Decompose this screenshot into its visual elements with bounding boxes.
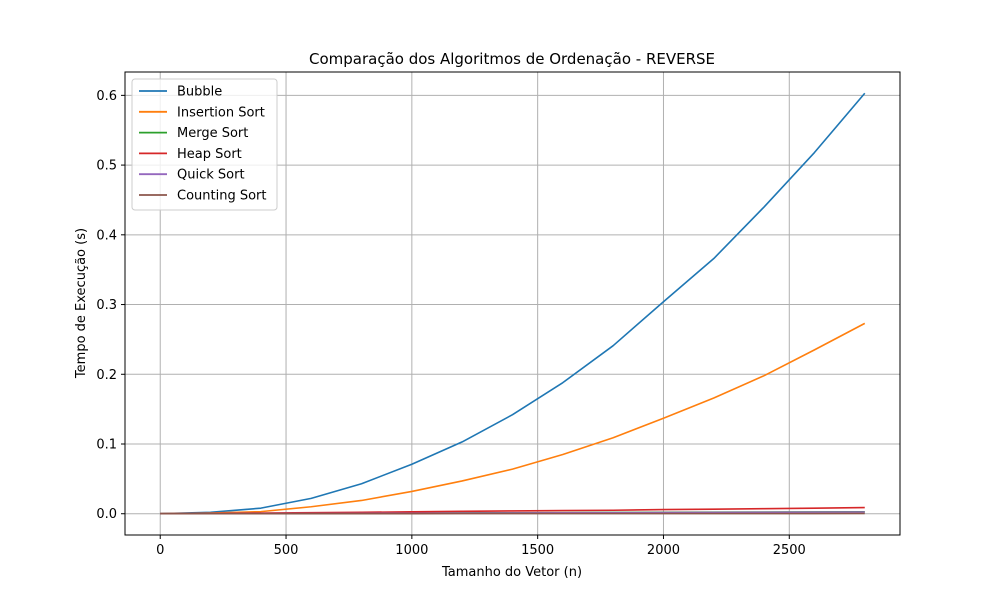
- y-tick-label: 0.0: [96, 507, 117, 522]
- legend-label: Merge Sort: [177, 126, 248, 141]
- y-tick-label: 0.3: [96, 298, 117, 313]
- y-tick-label: 0.6: [96, 89, 117, 104]
- legend-label: Quick Sort: [177, 168, 245, 183]
- y-tick-label: 0.1: [96, 438, 117, 453]
- y-tick-label: 0.2: [96, 368, 117, 383]
- chart-title: Comparação dos Algoritmos de Ordenação -…: [309, 50, 715, 68]
- legend-label: Bubble: [177, 85, 222, 100]
- legend-label: Heap Sort: [177, 147, 242, 162]
- x-tick-label: 500: [274, 543, 299, 558]
- legend-label: Counting Sort: [177, 189, 267, 204]
- y-tick-label: 0.4: [96, 228, 117, 243]
- x-tick-label: 2500: [773, 543, 806, 558]
- y-tick-label: 0.5: [96, 159, 117, 174]
- y-axis-label: Tempo de Execução (s): [74, 228, 89, 379]
- legend: Bubble Insertion Sort Merge Sort Heap Sort Q…: [132, 79, 277, 210]
- legend-label: Insertion Sort: [177, 105, 265, 120]
- x-tick-label: 0: [156, 543, 164, 558]
- x-axis-label: Tamanho do Vetor (n): [441, 565, 582, 580]
- x-tick-label: 1000: [395, 543, 428, 558]
- x-tick-label: 1500: [521, 543, 554, 558]
- x-tick-label: 2000: [647, 543, 680, 558]
